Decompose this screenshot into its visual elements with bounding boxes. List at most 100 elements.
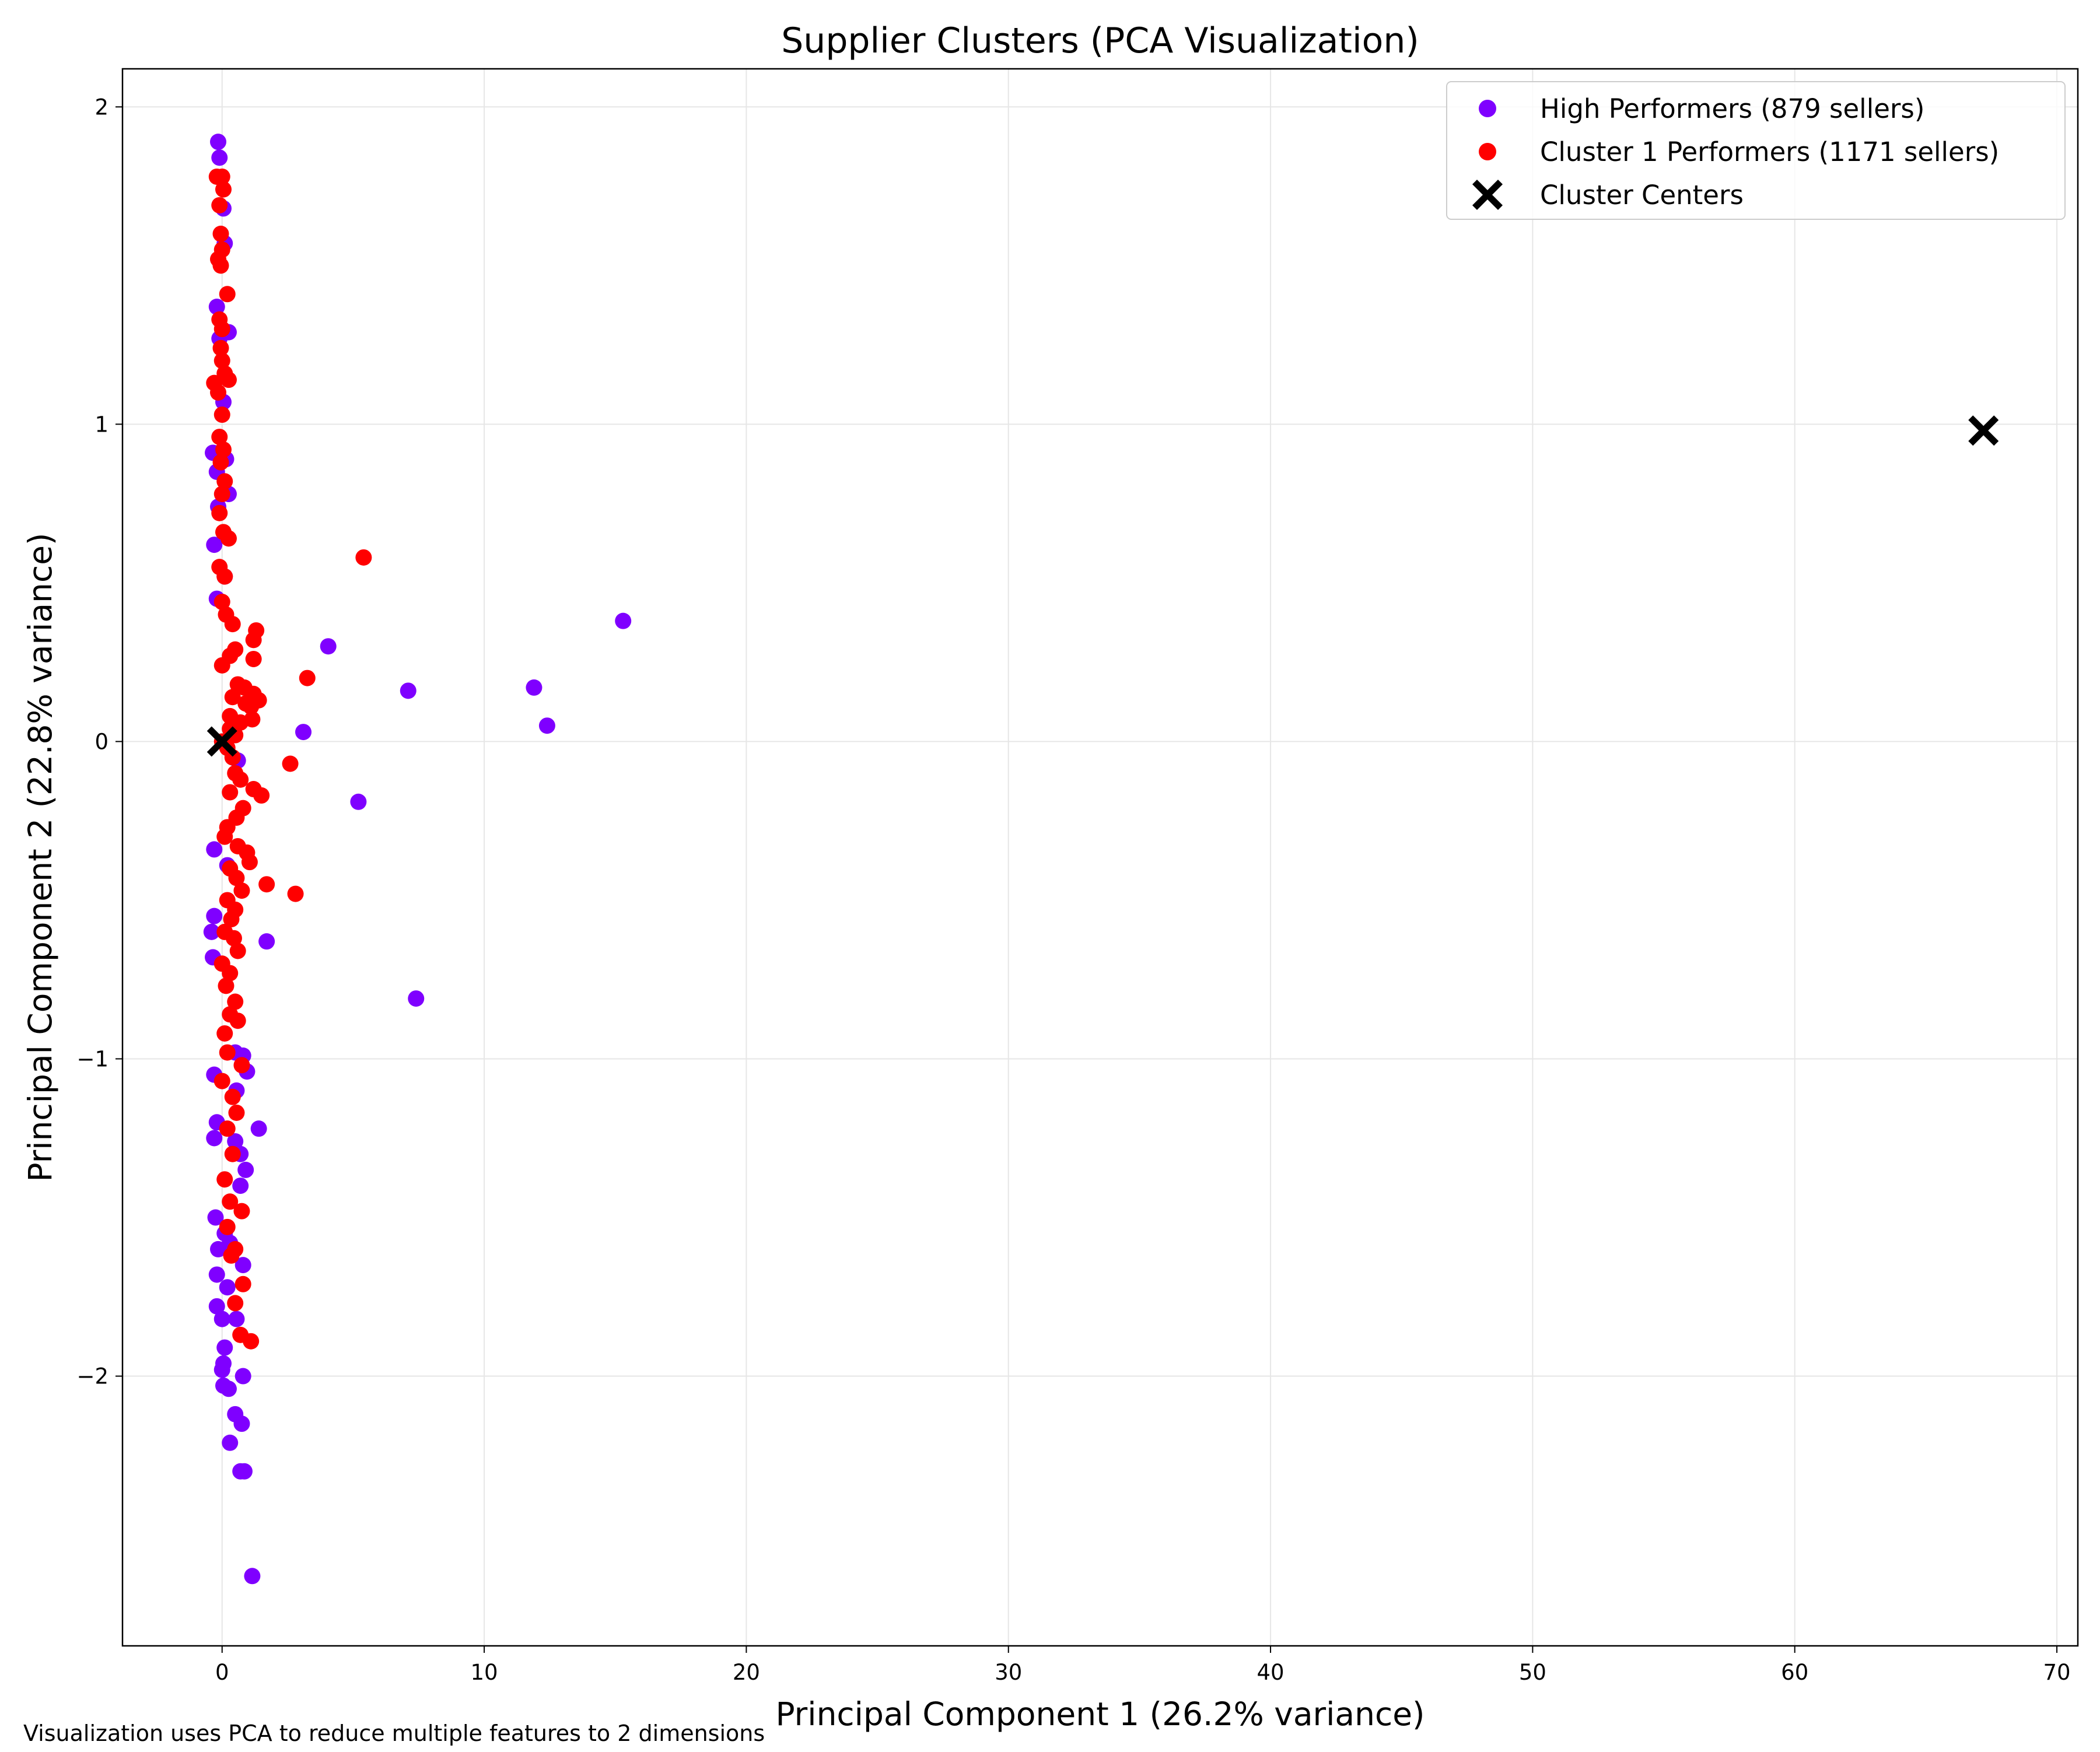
x-tick-label: 30 (995, 1660, 1022, 1685)
data-point (236, 1463, 253, 1480)
data-point (229, 942, 246, 959)
data-point (219, 286, 236, 303)
data-point (211, 429, 228, 446)
y-tick-label: 1 (94, 412, 108, 437)
plot-frame (121, 68, 2079, 1647)
legend-marker-0 (1479, 100, 1496, 117)
legend-label-0: High Performers (879 sellers) (1540, 93, 1924, 124)
data-point (232, 771, 249, 788)
data-point (241, 854, 258, 871)
data-point (214, 657, 230, 674)
data-point (224, 1145, 241, 1162)
cluster-center-marker (1968, 415, 1999, 446)
data-point (216, 1171, 233, 1188)
data-point (224, 749, 241, 766)
data-point (208, 1298, 225, 1315)
data-point (214, 168, 230, 185)
data-point (225, 930, 242, 947)
data-point (203, 923, 220, 940)
grid-layer (123, 69, 2078, 1646)
data-point (214, 1073, 230, 1089)
data-point (220, 530, 237, 547)
data-point (222, 1193, 239, 1210)
data-point (408, 990, 425, 1007)
data-point (216, 568, 233, 585)
data-point (210, 1241, 227, 1257)
y-tick-label: −2 (76, 1364, 108, 1389)
series-0 (203, 134, 632, 1585)
data-point (287, 885, 304, 902)
data-point (222, 965, 239, 982)
data-point (243, 698, 260, 715)
points-layer (203, 134, 1999, 1585)
data-point (211, 504, 228, 521)
data-point (243, 1333, 260, 1350)
data-point (224, 1088, 241, 1105)
legend-label-1: Cluster 1 Performers (1171 sellers) (1540, 136, 1999, 167)
data-point (258, 933, 275, 950)
series-1 (206, 168, 372, 1350)
data-point (214, 407, 230, 423)
data-point (206, 1130, 223, 1147)
data-point (206, 537, 223, 553)
data-point (211, 149, 228, 166)
data-point (224, 689, 241, 706)
data-point (208, 299, 225, 316)
data-point (253, 787, 270, 804)
data-point (245, 650, 262, 667)
data-point (224, 616, 241, 633)
x-tick-label: 10 (471, 1660, 498, 1685)
x-tick-label: 70 (2043, 1660, 2071, 1685)
data-point (350, 793, 367, 810)
data-point (228, 870, 245, 886)
data-point (220, 372, 237, 388)
y-axis-label: Principal Component 2 (22.8% variance) (22, 532, 59, 1182)
data-point (320, 638, 337, 655)
x-tick-label: 60 (1781, 1660, 1808, 1685)
data-point (233, 1415, 250, 1432)
data-point (206, 907, 223, 924)
x-tick-label: 40 (1257, 1660, 1284, 1685)
data-point (229, 1012, 246, 1029)
data-point (214, 594, 230, 611)
data-point (233, 1203, 250, 1220)
data-point (212, 454, 229, 471)
data-point (233, 882, 250, 899)
data-point (228, 1104, 245, 1121)
legend-marker-1 (1479, 143, 1496, 160)
x-axis-label: Principal Component 1 (26.2% variance) (775, 1695, 1424, 1733)
data-point (216, 828, 233, 845)
data-point (211, 197, 228, 213)
data-point (299, 670, 316, 686)
legend: High Performers (879 sellers) Cluster 1 P… (1446, 81, 2066, 220)
data-point (227, 1133, 244, 1150)
legend-box (1446, 81, 2066, 220)
data-point (212, 257, 229, 274)
data-point (218, 977, 235, 994)
data-point (227, 993, 244, 1010)
legend-label-2: Cluster Centers (1540, 180, 1744, 211)
data-point (223, 911, 240, 928)
cluster-center-marker (206, 726, 237, 757)
data-point (258, 876, 275, 893)
data-point (237, 1161, 254, 1178)
data-point (295, 724, 312, 741)
data-point (235, 1276, 251, 1292)
data-point (222, 1434, 239, 1451)
data-point (526, 679, 542, 696)
y-tick-label: 2 (94, 94, 108, 120)
data-point (250, 1120, 267, 1137)
data-point (214, 486, 230, 503)
data-point (212, 339, 229, 356)
data-point (214, 352, 230, 369)
data-point (214, 1361, 230, 1378)
data-point (233, 1057, 250, 1074)
data-point (235, 1368, 251, 1385)
x-tick-label: 50 (1519, 1660, 1546, 1685)
data-point (214, 1311, 230, 1327)
data-point (223, 1247, 240, 1264)
data-point (244, 1568, 261, 1585)
x-tick-label: 0 (215, 1660, 229, 1685)
